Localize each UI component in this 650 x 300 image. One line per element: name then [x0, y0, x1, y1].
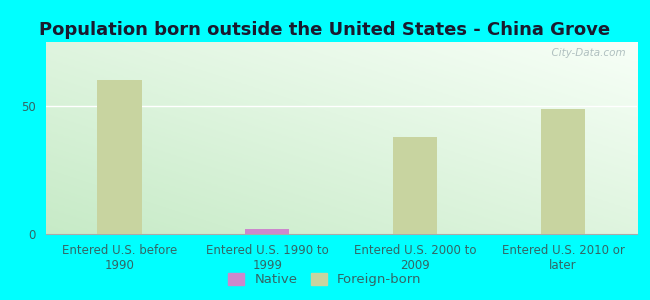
Bar: [245, 229, 289, 234]
Bar: [393, 137, 437, 234]
Bar: [541, 109, 585, 234]
Bar: [98, 80, 142, 234]
Legend: Native, Foreign-born: Native, Foreign-born: [224, 269, 426, 290]
Text: City-Data.com: City-Data.com: [545, 48, 625, 58]
Text: Population born outside the United States - China Grove: Population born outside the United State…: [40, 21, 610, 39]
